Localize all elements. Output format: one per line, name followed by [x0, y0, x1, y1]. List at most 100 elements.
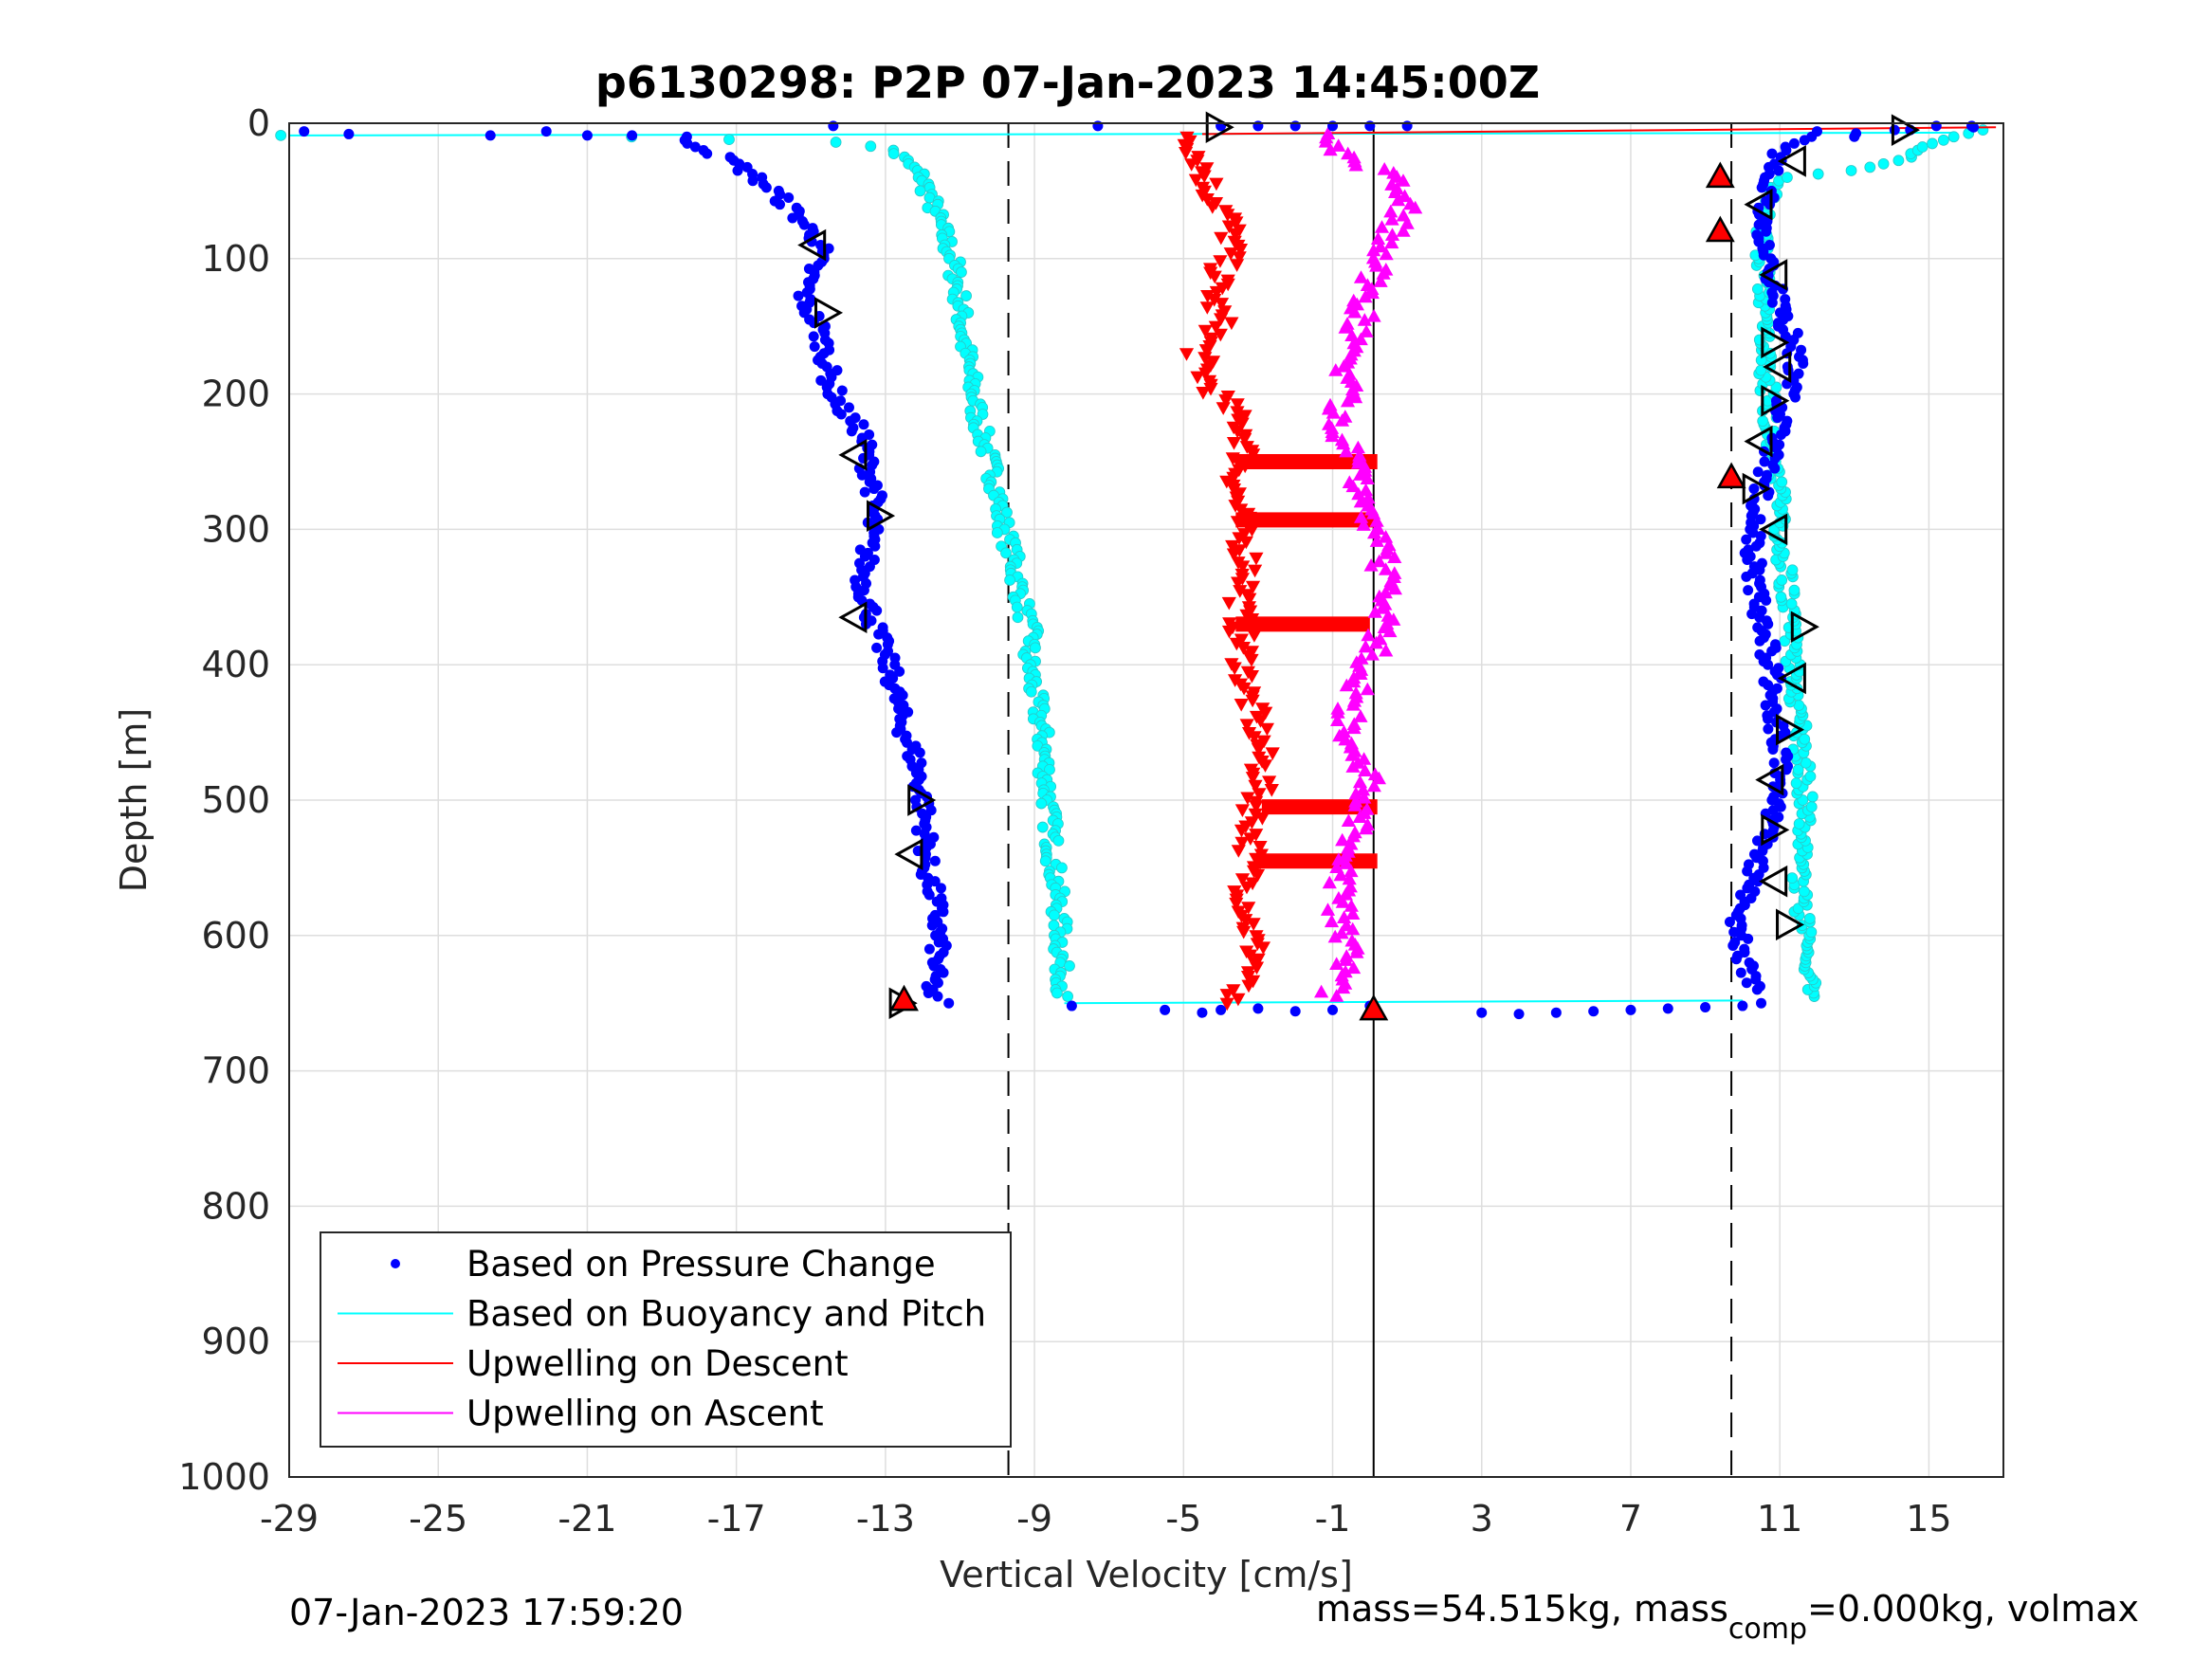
ascent-point: [1353, 332, 1368, 346]
ascent-point: [1364, 647, 1380, 661]
legend: Based on Pressure Change Based on Buoyanc…: [320, 1231, 1012, 1448]
buoyancy-point: [1803, 913, 1816, 924]
pressure-point: [1762, 469, 1773, 481]
ascent-point: [1373, 631, 1388, 646]
descent-point: [1207, 270, 1222, 284]
pressure-point: [1811, 126, 1822, 137]
ascent-point: [1373, 274, 1388, 287]
pressure-point: [910, 825, 922, 836]
ascent-point: [1343, 879, 1358, 893]
ascent-point: [1351, 486, 1366, 501]
ascent-point: [1344, 836, 1359, 850]
pressure-point: [858, 419, 869, 430]
pressure-point: [929, 876, 941, 887]
open-triangle-marker: [1742, 472, 1771, 505]
ascent-point: [1323, 142, 1338, 156]
pressure-point: [891, 727, 903, 738]
descent-point: [1248, 564, 1263, 578]
pressure-point: [1729, 937, 1741, 948]
descent-point: [1247, 629, 1262, 643]
open-triangle-marker: [1777, 662, 1806, 695]
descent-point: [1208, 320, 1223, 335]
descent-point: [1262, 775, 1277, 789]
buoyancy-bottom-line: [1064, 999, 1743, 1005]
ascent-point: [1339, 949, 1354, 962]
descent-point: [1207, 294, 1222, 307]
pressure-point: [1756, 997, 1767, 1009]
ascent-point: [1374, 220, 1390, 233]
descent-point: [1197, 367, 1214, 381]
buoyancy-profile-descent: [275, 129, 1075, 1002]
open-triangle-marker: [838, 439, 868, 471]
pressure-point: [1743, 859, 1754, 870]
descent-point: [1254, 812, 1270, 826]
pressure-point: [1662, 1003, 1673, 1014]
pressure-point: [1743, 585, 1754, 596]
pressure-point: [1160, 1004, 1171, 1015]
buoyancy-point: [914, 185, 926, 197]
ascent-point: [1352, 447, 1367, 462]
pressure-point: [1968, 121, 1980, 133]
pressure-point: [1758, 676, 1769, 687]
pressure-point: [760, 182, 772, 193]
descent-point: [1221, 596, 1236, 611]
descent-point: [1250, 868, 1266, 883]
pressure-point: [1724, 917, 1735, 928]
x-tick-label: 7: [1619, 1498, 1642, 1540]
pressure-point: [1849, 131, 1860, 142]
buoyancy-point: [1004, 574, 1015, 586]
buoyancy-point: [1776, 476, 1788, 488]
x-tick-label: 3: [1471, 1498, 1493, 1540]
buoyancy-point: [1776, 574, 1788, 586]
buoyancy-point: [887, 148, 900, 160]
open-triangle-marker: [1759, 513, 1788, 546]
buoyancy-point: [1786, 872, 1799, 884]
descent-point: [1229, 216, 1244, 229]
ascent-point: [1329, 860, 1344, 873]
descent-point: [1245, 772, 1260, 785]
descent-point: [1227, 662, 1242, 676]
pressure-point: [798, 219, 810, 230]
descent-point: [1249, 800, 1264, 813]
descent-point: [1240, 792, 1255, 806]
open-triangle-marker: [814, 297, 844, 329]
y-tick-label: 300: [201, 508, 270, 550]
pressure-point: [775, 199, 786, 210]
ascent-point: [1363, 558, 1379, 572]
ascent-point: [1352, 775, 1368, 789]
pressure-point: [1289, 1006, 1301, 1017]
descent-point: [1228, 228, 1243, 242]
ascent-point: [1369, 514, 1384, 527]
axes-box: [288, 122, 2004, 1478]
ascent-point: [1336, 724, 1352, 738]
pressure-point: [1216, 1004, 1227, 1015]
buoyancy-point: [1798, 885, 1810, 898]
y-tick-label: 700: [201, 1050, 270, 1092]
pressure-point: [923, 987, 934, 998]
footer-mass-info: mass=54.515kg, masscomp=0.000kg, volmax: [1316, 1588, 2139, 1646]
open-triangle-marker: [1759, 259, 1788, 291]
descent-point: [1258, 706, 1273, 720]
ascent-point: [1360, 278, 1375, 291]
ascent-point: [1339, 678, 1354, 692]
descent-point: [1247, 731, 1262, 744]
x-axis-label: Vertical Velocity [cm/s]: [940, 1554, 1353, 1595]
ascent-point: [1331, 891, 1346, 904]
ascent-point: [1322, 417, 1337, 430]
descent-point: [1245, 694, 1260, 708]
descent-point: [1239, 719, 1254, 732]
descent-point: [1255, 941, 1271, 955]
open-triangle-marker: [1759, 865, 1788, 898]
pressure-point: [1741, 977, 1752, 989]
buoyancy-point: [1947, 131, 1960, 143]
descent-profile: [1177, 131, 1280, 1012]
descent-point: [1219, 997, 1234, 1012]
buoyancy-point: [1877, 157, 1890, 170]
ascent-point: [1357, 791, 1372, 804]
ascent-point: [1356, 518, 1371, 531]
ascent-point: [1335, 832, 1350, 847]
descent-point: [1231, 576, 1246, 591]
pressure-point: [689, 141, 701, 153]
pressure-point: [1755, 514, 1766, 525]
pressure-point: [835, 409, 847, 420]
